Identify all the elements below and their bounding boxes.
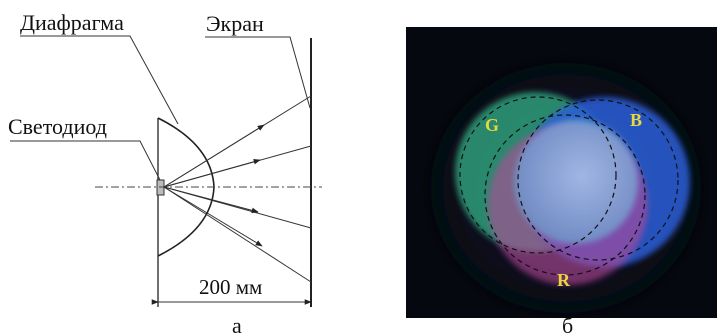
distance-label: 200 мм: [199, 275, 262, 299]
label-r: R: [557, 270, 571, 290]
circle-outlines: [459, 96, 679, 276]
label-b: B: [630, 110, 642, 130]
caption-b: б: [562, 313, 573, 336]
caption-a: а: [232, 313, 242, 336]
figure-a-diagram: Диафрагма Экран Светодиод 200 мм а: [8, 10, 322, 336]
figure-b-photo: G B R: [406, 27, 717, 318]
led-label: Светодиод: [8, 114, 107, 139]
screen-label: Экран: [206, 11, 264, 36]
light-rays: [163, 95, 312, 283]
diaphragm-label: Диафрагма: [20, 10, 124, 35]
leader-lines: [10, 35, 311, 181]
label-g: G: [485, 115, 499, 135]
overlap-center: [514, 120, 638, 244]
